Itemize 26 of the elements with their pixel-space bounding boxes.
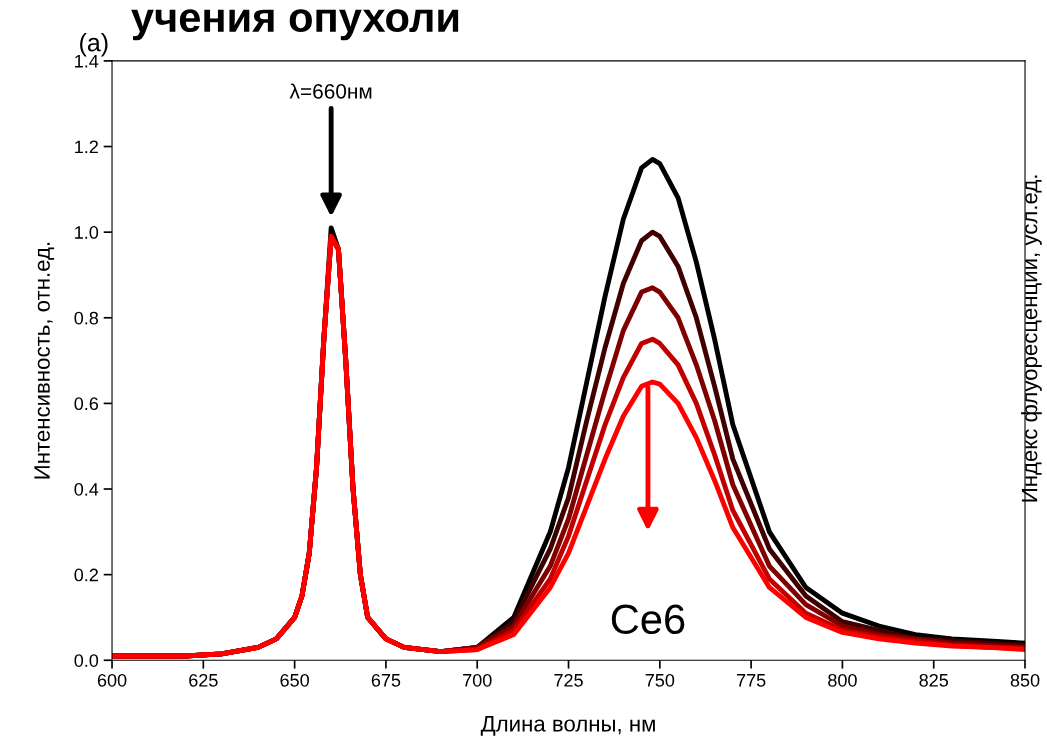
y-tick-label: 0.2	[74, 568, 98, 582]
annotation: λ=660нм	[289, 83, 372, 99]
x-tick-label: 600	[97, 673, 127, 687]
text: (a)	[80, 33, 108, 57]
x-tick-label: 700	[463, 673, 492, 687]
x-tick-label: 725	[554, 673, 583, 687]
y-tick-label: 0.8	[74, 311, 99, 325]
y-axis-title: Интенсивность, отн.ед.	[34, 242, 55, 479]
y-tick-label: 0.4	[74, 482, 99, 496]
y-tick-label: 0.6	[74, 397, 99, 411]
x-tick-label: 750	[645, 673, 675, 687]
y-tick-label: 1.2	[75, 140, 98, 154]
x-tick-label: 850	[1010, 673, 1040, 687]
annotation: Индекс флуоресценции, усл.ед.	[1021, 175, 1042, 502]
x-tick-label: 775	[736, 674, 766, 687]
x-tick-label: 825	[919, 673, 949, 687]
x-tick-label: 625	[189, 673, 218, 687]
x-tick-label: 675	[371, 673, 401, 687]
chart-title: учения опухоли	[131, 9, 459, 41]
y-tick-label: 1.4	[75, 55, 99, 68]
y-tick-label: 1.0	[75, 226, 99, 239]
annotation: Ce6	[611, 604, 685, 635]
y-tick-label: 0.0	[74, 654, 99, 667]
x-tick-label: 650	[280, 673, 309, 687]
x-axis-title: Длина волны, нм	[480, 716, 655, 736]
x-tick-label: 800	[828, 673, 857, 687]
